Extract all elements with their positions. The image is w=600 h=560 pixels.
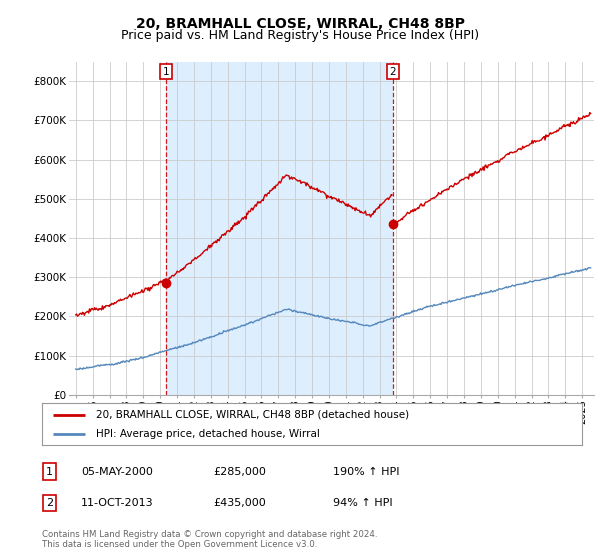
Text: HPI: Average price, detached house, Wirral: HPI: Average price, detached house, Wirr… bbox=[96, 429, 320, 439]
Text: £435,000: £435,000 bbox=[213, 498, 266, 508]
Text: 20, BRAMHALL CLOSE, WIRRAL, CH48 8BP (detached house): 20, BRAMHALL CLOSE, WIRRAL, CH48 8BP (de… bbox=[96, 409, 409, 419]
Text: £285,000: £285,000 bbox=[213, 466, 266, 477]
Text: 190% ↑ HPI: 190% ↑ HPI bbox=[333, 466, 400, 477]
Text: 11-OCT-2013: 11-OCT-2013 bbox=[81, 498, 154, 508]
Text: 1: 1 bbox=[163, 67, 169, 77]
Text: 05-MAY-2000: 05-MAY-2000 bbox=[81, 466, 153, 477]
Text: Contains HM Land Registry data © Crown copyright and database right 2024.
This d: Contains HM Land Registry data © Crown c… bbox=[42, 530, 377, 549]
Text: 94% ↑ HPI: 94% ↑ HPI bbox=[333, 498, 392, 508]
Text: Price paid vs. HM Land Registry's House Price Index (HPI): Price paid vs. HM Land Registry's House … bbox=[121, 29, 479, 42]
Text: 2: 2 bbox=[389, 67, 396, 77]
Text: 1: 1 bbox=[46, 466, 53, 477]
Text: 20, BRAMHALL CLOSE, WIRRAL, CH48 8BP: 20, BRAMHALL CLOSE, WIRRAL, CH48 8BP bbox=[136, 17, 464, 31]
Bar bbox=[166, 62, 393, 395]
Text: 2: 2 bbox=[46, 498, 53, 508]
